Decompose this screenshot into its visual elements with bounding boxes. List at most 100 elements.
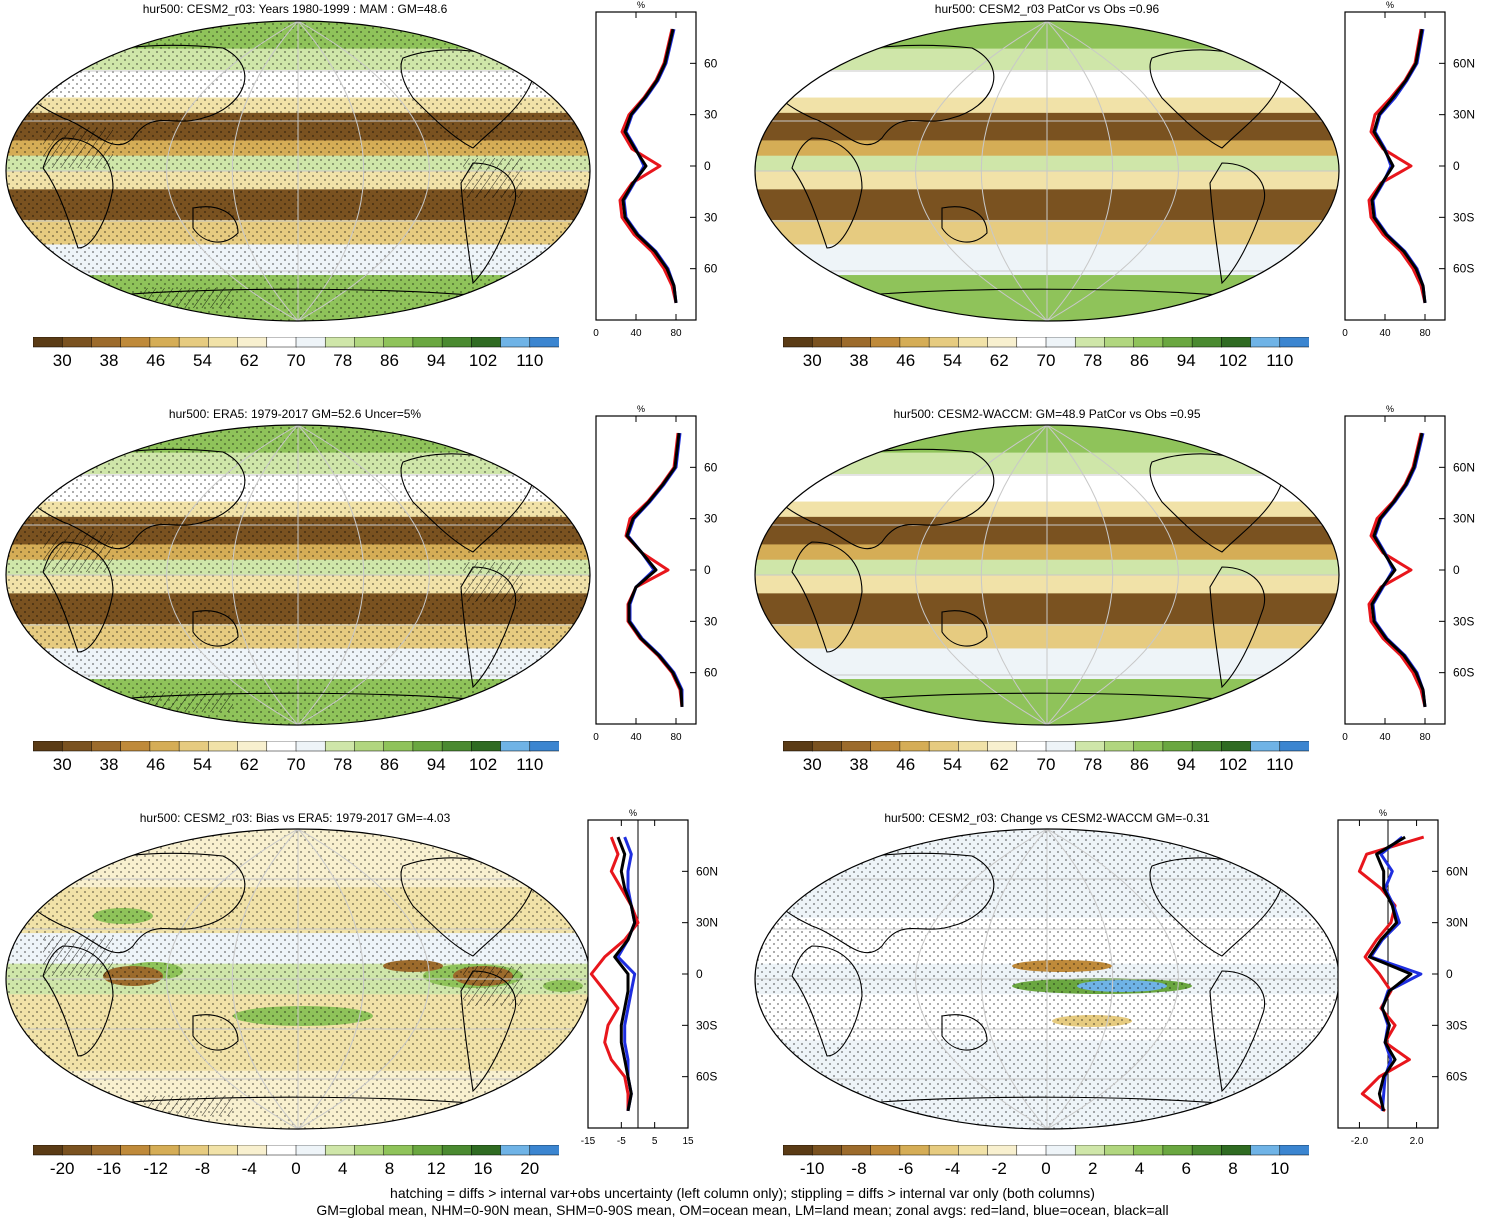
colorbar-swatch [266, 337, 297, 348]
panel-title-4: hur500: CESM2-WACCM: GM=48.9 PatCor vs O… [893, 407, 1201, 421]
coastline-australia [192, 206, 239, 243]
value-tick-label: 0 [593, 732, 599, 743]
colorbar-swatch [208, 741, 239, 752]
colorbar-tick-label: 110 [1266, 351, 1294, 370]
lat-tick-label: 30N [704, 108, 718, 122]
zonal-unit-label: % [637, 404, 645, 414]
colorbar-tick-label: 86 [1130, 755, 1149, 774]
lat-tick-label: 30N [1453, 512, 1475, 526]
colorbar-swatch [149, 337, 180, 348]
coastline-africa [791, 541, 863, 653]
colorbar-tick-label: 102 [468, 351, 498, 370]
map-outline [754, 20, 1340, 322]
colorbar-swatch [237, 337, 268, 348]
colorbar-swatch [91, 1145, 122, 1156]
map-graticule [755, 829, 1339, 1129]
zonal-unit-label: % [1386, 404, 1394, 414]
colorbar-tick-label: 86 [380, 351, 399, 370]
colorbar-tick-label: -10 [799, 1159, 825, 1178]
colorbar-swatch [208, 337, 239, 348]
lat-tick-label: 30S [704, 614, 718, 628]
coastline-australia [192, 1014, 239, 1051]
colorbar-tick-label: 62 [989, 351, 1009, 370]
colorbar-tick-label: 110 [516, 351, 544, 370]
colorbar-swatch [1191, 1145, 1223, 1156]
colorbar-tick-label: 0 [1041, 1159, 1051, 1178]
colorbar-swatch [1279, 337, 1309, 348]
lat-tick-label: 30S [1453, 210, 1474, 224]
colorbar-swatch [1074, 741, 1106, 752]
colorbar-swatch [841, 337, 872, 348]
colorbar-swatch [1162, 337, 1193, 348]
zonal-unit-label: % [629, 808, 637, 818]
colorbar-3 [33, 741, 559, 752]
colorbar-swatch [266, 741, 297, 752]
colorbar-swatch [811, 1145, 843, 1156]
colorbar-swatch [412, 741, 443, 752]
coastline-australia [192, 610, 239, 647]
colorbar-tick-label: -4 [944, 1159, 961, 1178]
lat-tick-label: 30N [704, 512, 718, 526]
colorbar-swatch [783, 337, 813, 348]
colorbar-tick-label: -16 [96, 1159, 122, 1178]
value-tick-label: -5 [617, 1136, 626, 1147]
colorbar-swatch [1221, 1145, 1252, 1156]
colorbar-swatch [500, 337, 531, 348]
colorbar-tick-label: 102 [468, 755, 498, 774]
colorbar-swatch [1162, 741, 1193, 752]
colorbar-swatch [1162, 1145, 1193, 1156]
map-graticule [6, 829, 590, 1129]
zonal-series-ocean [616, 836, 637, 1112]
colorbar-swatch [324, 1145, 356, 1156]
longitude-line [297, 829, 430, 1129]
zonal-series-all [1370, 432, 1427, 708]
colorbar-tick-label: -20 [49, 1159, 75, 1178]
colorbar-swatch [61, 337, 93, 348]
colorbar-swatch [928, 1145, 960, 1156]
zonal-avg-plot-1: % 60N 30N 0 30S 60S 0 40 80 [593, 0, 718, 339]
footer-note-legend: GM=global mean, NHM=0-90N mean, SHM=0-90… [316, 1202, 1169, 1218]
colorbar-swatch [412, 1145, 443, 1156]
colorbar-swatch [811, 741, 843, 752]
colorbar-swatch [1221, 337, 1252, 348]
zonal-series-all [613, 836, 637, 1112]
zonal-avg-plot-6: % 60N 30N 0 30S 60S -2.0 2.0 [1337, 808, 1468, 1147]
coastline-africa [42, 945, 114, 1057]
colorbar-swatch [870, 337, 901, 348]
colorbar-labels-3: 30 38 46 54 62 70 78 86 94 102 110 [33, 755, 559, 777]
colorbar-tick-label: -8 [851, 1159, 867, 1178]
hatching-overlay [43, 936, 113, 976]
colorbar-swatch [61, 1145, 93, 1156]
lat-tick-label: 0 [1453, 563, 1460, 577]
colorbar-swatch [1191, 337, 1223, 348]
colorbar-swatch [870, 1145, 901, 1156]
zonal-avg-plot-4: % 60N 30N 0 30S 60S 0 40 80 [1342, 404, 1475, 743]
map-graticule [6, 425, 590, 725]
colorbar-swatch [383, 741, 414, 752]
lat-tick-label: 30N [696, 916, 718, 930]
value-tick-label: 40 [630, 328, 642, 339]
colorbar-swatch [471, 741, 502, 752]
colorbar-swatch [1074, 1145, 1106, 1156]
colorbar-tick-label: 62 [239, 351, 259, 370]
colorbar-swatch [120, 1145, 151, 1156]
colorbar-swatch [33, 337, 63, 348]
colorbar-swatch [899, 337, 930, 348]
colorbar-swatch [471, 1145, 502, 1156]
colorbar-swatch [120, 741, 151, 752]
colorbar-swatch [266, 1145, 297, 1156]
zonal-unit-label: % [1386, 0, 1394, 10]
colorbar-tick-label: 54 [193, 755, 212, 774]
coastline-africa [791, 945, 863, 1057]
zonal-series-land [1357, 835, 1425, 1113]
longitude-line [915, 425, 1048, 725]
longitude-line [1046, 21, 1114, 321]
longitude-line [1046, 21, 1179, 321]
footer-note-hatching: hatching = diffs > internal var+obs unce… [390, 1185, 1095, 1201]
coastline-africa [42, 137, 114, 249]
lat-tick-label: 30N [1446, 916, 1468, 930]
longitude-line [297, 21, 365, 321]
colorbar-tick-label: 2 [1088, 1159, 1098, 1178]
colorbar-swatch [783, 1145, 813, 1156]
zonal-avg-plot-2: % 60N 30N 0 30S 60S 0 40 80 [1342, 0, 1475, 339]
